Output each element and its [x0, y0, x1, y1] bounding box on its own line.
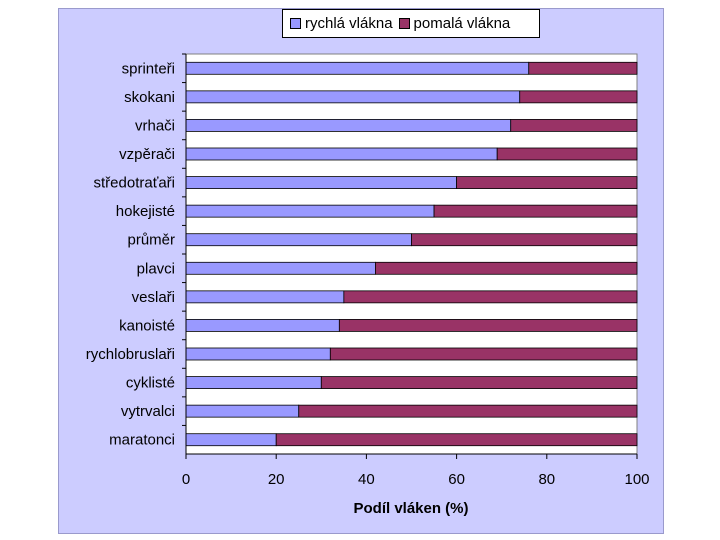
bar-fast-1 — [185, 90, 521, 104]
bar-slow-0 — [528, 61, 638, 75]
bar-slow-9 — [338, 319, 638, 332]
category-label-11: cyklisté — [126, 375, 175, 392]
bar-slow-7 — [375, 261, 638, 275]
x-tick-label-0: 0 — [182, 471, 190, 488]
category-label-2: vrhači — [135, 117, 175, 134]
bar-fast-6 — [185, 233, 412, 247]
bar-slow-10 — [329, 347, 638, 361]
bar-fast-7 — [185, 261, 376, 275]
bars-layer — [185, 61, 638, 447]
category-label-1: skokani — [124, 89, 175, 106]
category-label-0: sprinteři — [122, 60, 175, 77]
category-labels: sprinteři skokani vrhači vzpěrači středotrať… — [86, 53, 186, 449]
plot-area — [185, 53, 638, 455]
category-label-9: kanoisté — [119, 317, 175, 334]
bar-fast-13 — [185, 433, 277, 447]
bar-fast-3 — [185, 147, 498, 161]
category-label-13: maratonci — [109, 432, 175, 449]
bar-fast-11 — [185, 376, 322, 389]
legend-swatch-fast — [290, 18, 301, 29]
bar-fast-8 — [185, 290, 345, 304]
bar-slow-3 — [496, 147, 638, 161]
category-label-3: vzpěrači — [119, 146, 175, 163]
legend: rychlá vlákna pomalá vlákna — [282, 9, 540, 38]
bar-fast-2 — [185, 119, 512, 132]
x-tick-label-2: 40 — [358, 471, 375, 488]
bar-fast-0 — [185, 61, 530, 75]
category-label-12: vytrvalci — [121, 403, 175, 420]
x-axis-title: Podíl vláken (%) — [353, 500, 468, 517]
legend-label-fast: rychlá vlákna — [305, 15, 393, 32]
bar-slow-11 — [320, 376, 638, 389]
x-tick-label-5: 100 — [624, 471, 649, 488]
bar-fast-10 — [185, 347, 331, 361]
bar-slow-6 — [411, 233, 638, 247]
category-label-7: plavci — [137, 260, 175, 277]
x-axis-ticks: 0 20 40 60 80 100 — [182, 454, 650, 488]
bar-slow-1 — [519, 90, 638, 104]
legend-label-slow: pomalá vlákna — [413, 15, 511, 32]
legend-item-slow: pomalá vlákna — [398, 15, 511, 32]
legend-swatch-slow — [398, 18, 410, 29]
legend-item-fast: rychlá vlákna — [290, 15, 393, 32]
bar-slow-13 — [275, 433, 638, 447]
bar-slow-5 — [433, 204, 638, 218]
bar-slow-4 — [456, 176, 638, 189]
category-label-8: veslaři — [132, 289, 175, 306]
category-label-4: středotraťaři — [94, 175, 176, 192]
bar-slow-8 — [343, 290, 638, 304]
bar-fast-5 — [185, 204, 435, 218]
bar-slow-2 — [510, 119, 638, 132]
bar-fast-12 — [185, 404, 300, 418]
bar-slow-12 — [298, 404, 638, 418]
category-label-6: průměr — [127, 232, 175, 249]
bar-fast-9 — [185, 319, 340, 332]
category-label-10: rychlobruslaři — [86, 346, 175, 363]
category-label-5: hokejisté — [116, 203, 175, 220]
x-tick-label-4: 80 — [538, 471, 555, 488]
bar-fast-4 — [185, 176, 458, 189]
x-tick-label-1: 20 — [268, 471, 285, 488]
x-tick-label-3: 60 — [448, 471, 465, 488]
